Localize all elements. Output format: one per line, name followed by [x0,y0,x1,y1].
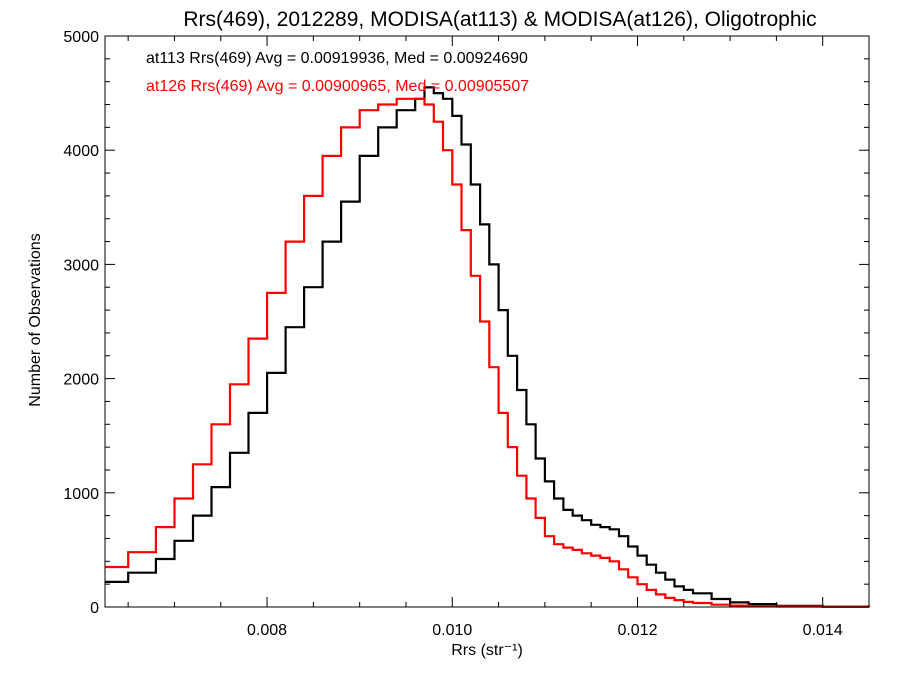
y-tick-label: 4000 [63,143,99,160]
legend-entry-black: at113 Rrs(469) Avg = 0.00919936, Med = 0… [146,50,528,67]
x-tick-label: 0.012 [617,622,657,639]
legend: at113 Rrs(469) Avg = 0.00919936, Med = 0… [146,50,529,95]
y-tick-label: 5000 [63,29,99,46]
x-axis-label: Rrs (str⁻¹) [451,642,523,659]
series-line-2 [105,97,871,608]
y-tick-label: 3000 [63,257,99,274]
y-tick-label: 0 [90,600,99,617]
y-tick-label: 1000 [63,486,99,503]
plot-frame [104,35,870,608]
ticks-layer [105,35,870,608]
y-axis-label: Number of Observations [27,233,44,406]
legend-entry-red: at126 Rrs(469) Avg = 0.00900965, Med = 0… [146,78,529,95]
x-tick-label: 0.008 [247,622,287,639]
series-layer [105,86,871,608]
x-tick-label: 0.014 [803,622,843,639]
y-tick-label: 2000 [63,372,99,389]
tick-label-layer: 0.008 0.010 0.012 0.014 0 1000 2000 3000 4000 500… [63,29,842,639]
chart-title: Rrs(469), 2012289, MODISA(at113) & MODIS… [183,8,816,31]
x-tick-label: 0.010 [432,622,472,639]
series-line-1 [105,86,871,608]
